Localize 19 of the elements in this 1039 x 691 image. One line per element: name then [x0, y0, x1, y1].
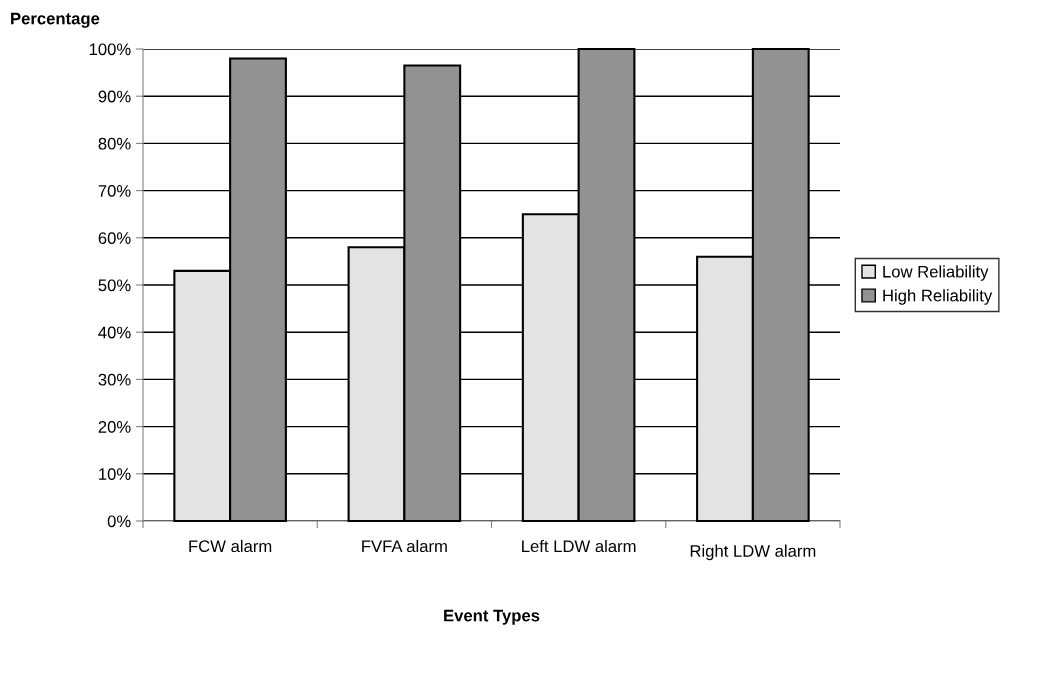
y-tick-label: 80% [98, 137, 131, 150]
y-tick-label: 40% [98, 326, 131, 339]
y-tick-label: 90% [98, 90, 131, 103]
y-tick-label: 60% [98, 232, 131, 244]
x-tick-label: FCW alarm [189, 539, 272, 553]
y-tick-label: 70% [98, 185, 131, 197]
x-tick-label: FVFA alarm [362, 539, 447, 553]
y-tick-label: 30% [98, 373, 131, 386]
y-axis-title: Percentage [11, 12, 100, 28]
legend-label: High Reliability [883, 289, 993, 305]
y-tick-label: 0% [107, 515, 131, 528]
y-tick-label: 100% [89, 43, 131, 56]
legend-label: Low Reliability [883, 265, 989, 281]
y-tick-label: 50% [98, 279, 131, 292]
y-tick-label: 20% [98, 421, 131, 433]
y-tick-label: 10% [99, 468, 131, 480]
x-tick-label: Right LDW alarm [690, 544, 816, 561]
x-tick-label: Left LDW alarm [522, 539, 636, 553]
x-axis-title: Event Types [444, 609, 540, 625]
